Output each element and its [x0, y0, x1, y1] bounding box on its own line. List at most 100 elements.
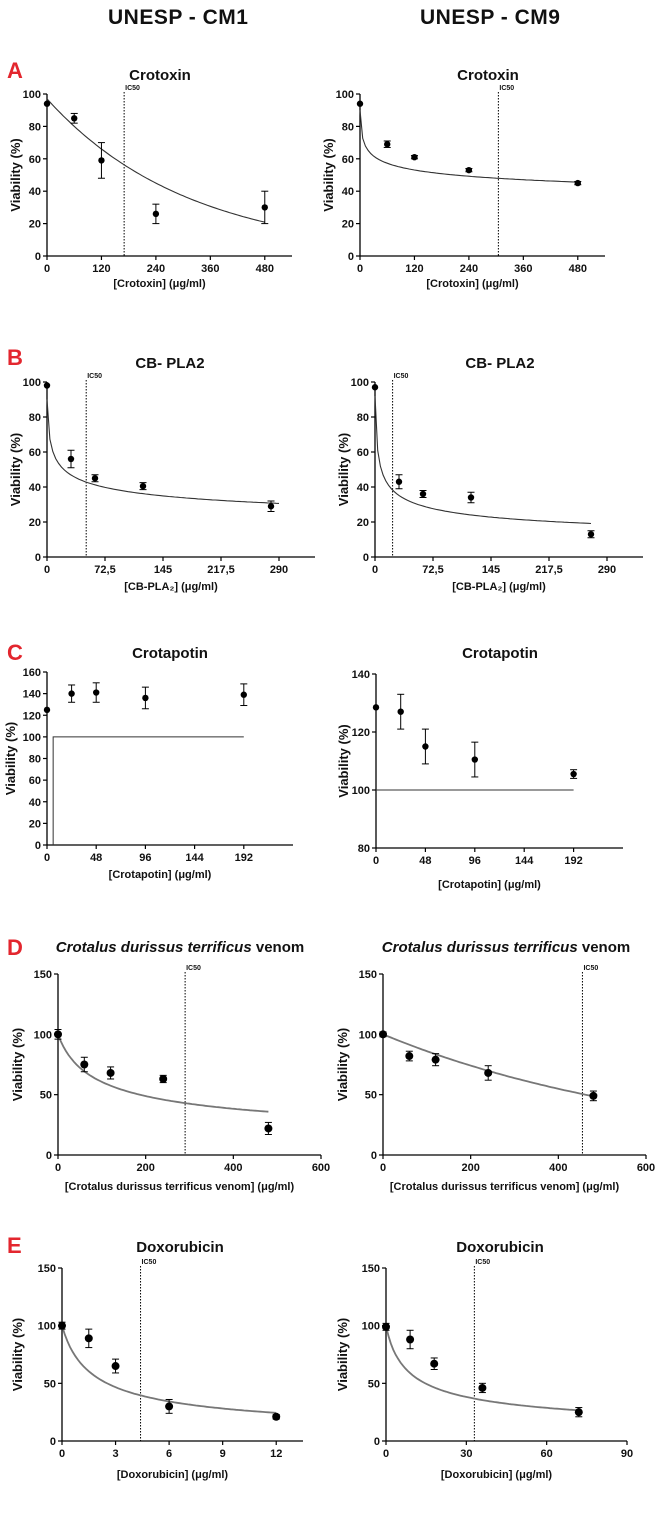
- data-point: [43, 706, 51, 714]
- y-tick-label: 160: [23, 667, 41, 679]
- y-tick-label: 0: [371, 1150, 377, 1162]
- chart-title: CB- PLA2: [465, 355, 534, 372]
- panel-letter-c: C: [7, 640, 23, 665]
- x-tick-label: 0: [383, 1448, 389, 1460]
- data-point: [471, 756, 478, 763]
- ic50-label: IC50: [475, 1259, 490, 1266]
- y-tick-label: 0: [348, 251, 354, 263]
- x-tick-label: 120: [92, 263, 110, 275]
- panel-letter-a: A: [7, 58, 23, 83]
- chart-title-suffix: venom: [252, 939, 305, 956]
- x-tick-label: 120: [405, 263, 423, 275]
- chart-d2: 0 50 100 150 0 200 400 600 Crotalus durissus ter…: [335, 939, 655, 1193]
- x-tick-label: 72,5: [94, 564, 115, 576]
- x-tick-label: 12: [270, 1448, 282, 1460]
- y-tick-label: 50: [40, 1090, 52, 1102]
- y-tick-label: 20: [29, 818, 41, 830]
- x-axis-label: [Crotapotin] (μg/ml): [438, 879, 541, 891]
- y-axis-label: Viability (%): [321, 138, 336, 211]
- chart-title: Crotoxin: [457, 67, 519, 84]
- x-axis-label: [Crotalus durissus terrificus venom] (μg…: [65, 1181, 295, 1193]
- x-axis-label: [Crotapotin] (μg/ml): [109, 869, 212, 881]
- chart-title: Crotalus durissus terrificus venom: [56, 939, 304, 956]
- x-tick-label: 200: [136, 1162, 154, 1174]
- chart-title: Doxorubicin: [136, 1239, 224, 1256]
- x-tick-label: 600: [637, 1162, 655, 1174]
- data-point: [264, 1124, 273, 1133]
- x-tick-label: 48: [419, 855, 431, 867]
- chart-title: Crotapotin: [462, 645, 538, 662]
- y-tick-label: 0: [35, 840, 41, 852]
- y-tick-label: 60: [29, 154, 41, 166]
- x-tick-label: 290: [270, 564, 288, 576]
- y-axis-label: Viability (%): [335, 1028, 350, 1101]
- y-tick-label: 100: [23, 377, 41, 389]
- x-axis-label: [Doxorubicin] (μg/ml): [117, 1469, 229, 1481]
- x-tick-label: 144: [515, 855, 534, 867]
- data-point: [411, 153, 418, 161]
- y-tick-label: 20: [29, 219, 41, 231]
- x-tick-label: 480: [256, 263, 274, 275]
- x-axis-label: [CB-PLA₂] (μg/ml): [124, 581, 218, 593]
- data-point: [68, 690, 75, 697]
- data-point: [430, 1359, 439, 1368]
- data-point: [570, 770, 577, 778]
- x-tick-label: 600: [312, 1162, 330, 1174]
- y-tick-label: 50: [365, 1090, 377, 1102]
- data-point: [80, 1060, 89, 1069]
- x-tick-label: 480: [569, 263, 587, 275]
- chart-title-italic: Crotalus durissus terrificus: [382, 939, 578, 956]
- fit-curve: [385, 1325, 579, 1412]
- data-point: [159, 1074, 168, 1083]
- chart-d1: 0 50 100 150 0 200 400 600 Crotalus durissus ter…: [10, 939, 330, 1193]
- y-tick-label: 80: [342, 121, 354, 133]
- ic50-label: IC50: [394, 373, 409, 380]
- y-tick-label: 100: [38, 1321, 56, 1333]
- y-tick-label: 0: [374, 1436, 380, 1448]
- y-tick-label: 80: [29, 121, 41, 133]
- y-tick-label: 0: [46, 1150, 52, 1162]
- data-point: [91, 475, 99, 482]
- x-tick-label: 400: [549, 1162, 567, 1174]
- data-point: [106, 1068, 115, 1077]
- x-axis-label: [Crotalus durissus terrificus venom] (μg…: [390, 1181, 620, 1193]
- y-tick-label: 150: [34, 969, 52, 981]
- data-point: [152, 210, 160, 218]
- data-point: [84, 1334, 93, 1343]
- chart-c2: 80 100 120 140 0 48 96 144 192 Crotapotin Viabilit…: [336, 645, 623, 891]
- x-tick-label: 30: [460, 1448, 472, 1460]
- chart-e2: 0 50 100 150 0 30 60 90 Doxorubicin Viability (%)…: [335, 1239, 633, 1481]
- data-point: [98, 157, 105, 164]
- data-point: [419, 490, 427, 498]
- y-tick-label: 100: [336, 89, 354, 101]
- chart-e1: 0 50 100 150 0 3 6 9 12 Doxorubicin Viability (%) […: [10, 1239, 303, 1481]
- x-tick-label: 96: [139, 852, 151, 864]
- x-tick-label: 192: [564, 855, 582, 867]
- y-tick-label: 40: [29, 482, 41, 494]
- x-tick-label: 0: [44, 263, 50, 275]
- reference-line: [52, 736, 244, 845]
- y-axis-label: Viability (%): [3, 722, 18, 795]
- x-tick-label: 360: [201, 263, 219, 275]
- data-point: [267, 503, 275, 510]
- y-tick-label: 80: [29, 412, 41, 424]
- ic50-label: IC50: [186, 965, 201, 972]
- data-point: [397, 708, 404, 715]
- y-tick-label: 60: [357, 447, 369, 459]
- x-tick-label: 290: [598, 564, 616, 576]
- fit-curve: [46, 399, 280, 504]
- x-tick-label: 0: [44, 852, 50, 864]
- y-axis-label: Viability (%): [336, 433, 351, 506]
- y-tick-label: 100: [362, 1321, 380, 1333]
- chart-b2: 0 20 40 60 80 100 0 72,5 145 217,5 290 CB- PLA2 Viab…: [336, 355, 643, 593]
- y-tick-label: 100: [352, 785, 370, 797]
- x-tick-label: 96: [469, 855, 481, 867]
- x-tick-label: 217,5: [207, 564, 235, 576]
- panel-letter-d: D: [7, 935, 23, 960]
- x-tick-label: 0: [357, 263, 363, 275]
- x-tick-label: 60: [541, 1448, 553, 1460]
- data-point: [371, 384, 379, 391]
- y-tick-label: 100: [351, 377, 369, 389]
- y-tick-label: 120: [352, 727, 370, 739]
- chart-a1: 0 20 40 60 80 100 0 120 240 360 480 Crotoxin Viabili…: [8, 67, 292, 290]
